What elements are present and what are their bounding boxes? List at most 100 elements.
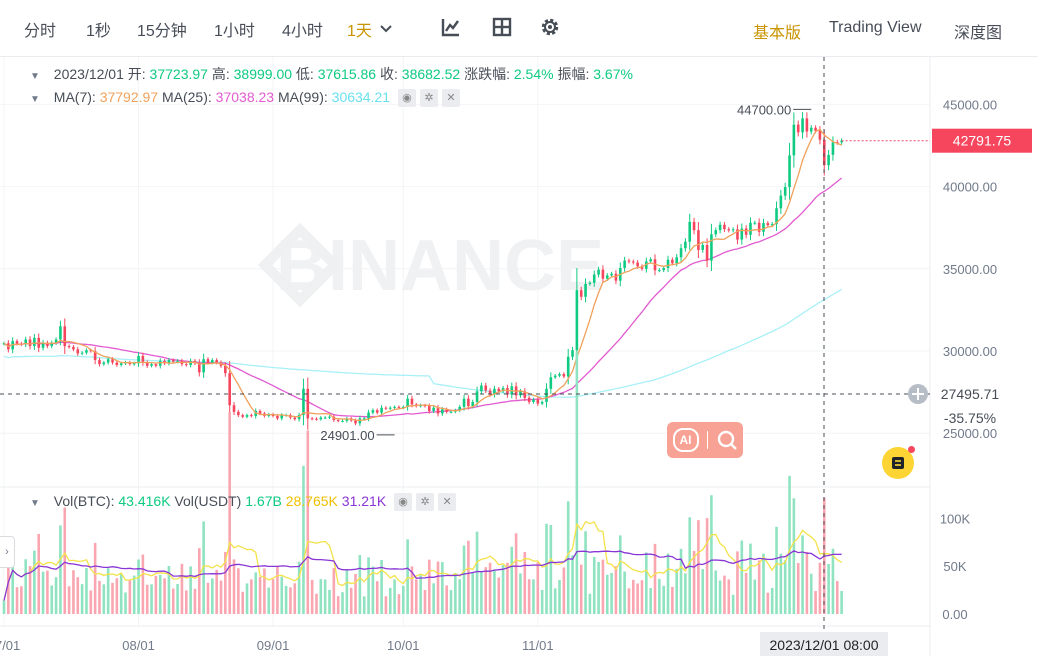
volume-bar — [540, 589, 544, 614]
candle-body — [341, 420, 344, 422]
vol-ma1-value: 28.765K — [285, 493, 338, 509]
candle-body — [840, 140, 843, 143]
price-tick-label: 30000.00 — [943, 344, 997, 359]
candle-body — [584, 283, 587, 297]
timeframe-4h[interactable]: 4小时 — [282, 23, 323, 40]
tab-basic[interactable]: 基本版 — [753, 25, 802, 42]
candle-body — [80, 352, 84, 354]
candle-body — [575, 290, 579, 351]
volume-bar — [89, 590, 93, 614]
candle-body — [814, 127, 817, 131]
volume-bar — [419, 575, 422, 614]
close-icon[interactable]: ✕ — [438, 493, 457, 512]
volume-bar — [727, 579, 731, 614]
timeframe-realtime[interactable]: 分时 — [24, 23, 57, 40]
candle-body — [701, 244, 705, 250]
candle-body — [731, 229, 735, 231]
current-price-badge — [932, 128, 1032, 153]
volume-bar — [232, 559, 236, 614]
timeframe-1s[interactable]: 1秒 — [86, 23, 111, 40]
candle-body — [419, 405, 422, 407]
ma25-label: MA(25): — [161, 89, 212, 105]
volume-bar — [575, 351, 579, 614]
timeframe-15m[interactable]: 15分钟 — [137, 23, 187, 40]
candle-body — [93, 351, 97, 361]
vol-ma2-value: 31.21K — [341, 493, 387, 509]
candle-body — [441, 409, 444, 414]
settings-gear-icon[interactable] — [539, 16, 561, 38]
eye-icon[interactable]: ◉ — [397, 89, 416, 108]
collapse-triangle-icon[interactable]: ▼ — [30, 94, 40, 105]
volume-bar — [171, 588, 175, 614]
volume-bar — [254, 572, 258, 614]
candle-body — [154, 364, 158, 366]
candle-body — [50, 342, 54, 347]
tab-depth[interactable]: 深度图 — [954, 25, 1003, 42]
candle-body — [215, 360, 218, 363]
ai-badge: AI — [672, 428, 699, 452]
volume-bar — [119, 573, 123, 614]
volume-bar — [63, 507, 67, 614]
candle-body — [736, 229, 739, 240]
chart-indicator-icon[interactable] — [440, 16, 462, 38]
candle-body — [436, 407, 440, 414]
volume-bar — [98, 580, 101, 614]
candle-body — [72, 346, 75, 350]
candle-body — [766, 223, 770, 226]
volume-bar — [271, 579, 275, 614]
candle-body — [171, 360, 175, 362]
volume-bar — [50, 585, 54, 614]
candle-body — [28, 339, 32, 347]
expand-panel-handle[interactable]: › — [0, 536, 15, 568]
candle-body — [89, 350, 93, 352]
candle-body — [480, 385, 483, 392]
collapse-triangle-icon[interactable]: ▼ — [30, 71, 40, 82]
candle-body — [471, 401, 475, 407]
candle-body — [558, 374, 561, 376]
candle-body — [614, 273, 618, 281]
volume-bar — [284, 585, 288, 614]
candle-body — [276, 415, 279, 419]
eye-icon[interactable]: ◉ — [394, 493, 413, 512]
notes-float-button[interactable] — [882, 446, 915, 479]
ai-search-button[interactable]: AI — [667, 422, 743, 458]
crosshair-date-label: 2023/12/01 08:00 — [770, 637, 879, 653]
layout-icon[interactable] — [491, 16, 513, 38]
chevron-down-icon[interactable] — [380, 24, 392, 34]
volume-bar — [132, 575, 136, 614]
volume-bar — [762, 553, 765, 614]
timeframe-1h[interactable]: 1小时 — [214, 23, 255, 40]
grid — [0, 57, 931, 656]
high-value: 38999.00 — [233, 66, 293, 82]
ma7-line — [3, 128, 842, 421]
candle-body — [423, 405, 427, 407]
collapse-triangle-icon[interactable]: ▼ — [30, 498, 40, 509]
candle-body — [111, 359, 114, 363]
candle-body — [632, 261, 635, 263]
candle-body — [371, 410, 375, 413]
volume-bar — [488, 562, 492, 614]
timeframe-1d[interactable]: 1天 — [347, 23, 372, 40]
volume-bar — [102, 584, 106, 614]
volume-bar — [480, 571, 483, 614]
tab-trading-view[interactable]: Trading View — [829, 19, 922, 36]
candle-body — [705, 244, 709, 261]
volume-bar — [445, 585, 448, 614]
volume-bar — [666, 553, 670, 614]
candle-body — [684, 241, 687, 249]
volume-bar — [692, 550, 696, 614]
close-icon[interactable]: ✕ — [441, 89, 460, 108]
candle-body — [540, 401, 544, 404]
volume-bar — [601, 559, 605, 614]
volume-bar — [323, 579, 327, 614]
settings-icon[interactable]: ✲ — [419, 89, 438, 108]
settings-icon[interactable]: ✲ — [416, 493, 435, 512]
candle-body — [15, 341, 19, 344]
candle-body — [744, 228, 748, 235]
candle-body — [649, 259, 652, 262]
volume-bar — [37, 533, 41, 614]
price-tick-label: 35000.00 — [943, 262, 997, 277]
candle-body — [601, 269, 605, 279]
crosshair-date-bg — [760, 632, 888, 656]
